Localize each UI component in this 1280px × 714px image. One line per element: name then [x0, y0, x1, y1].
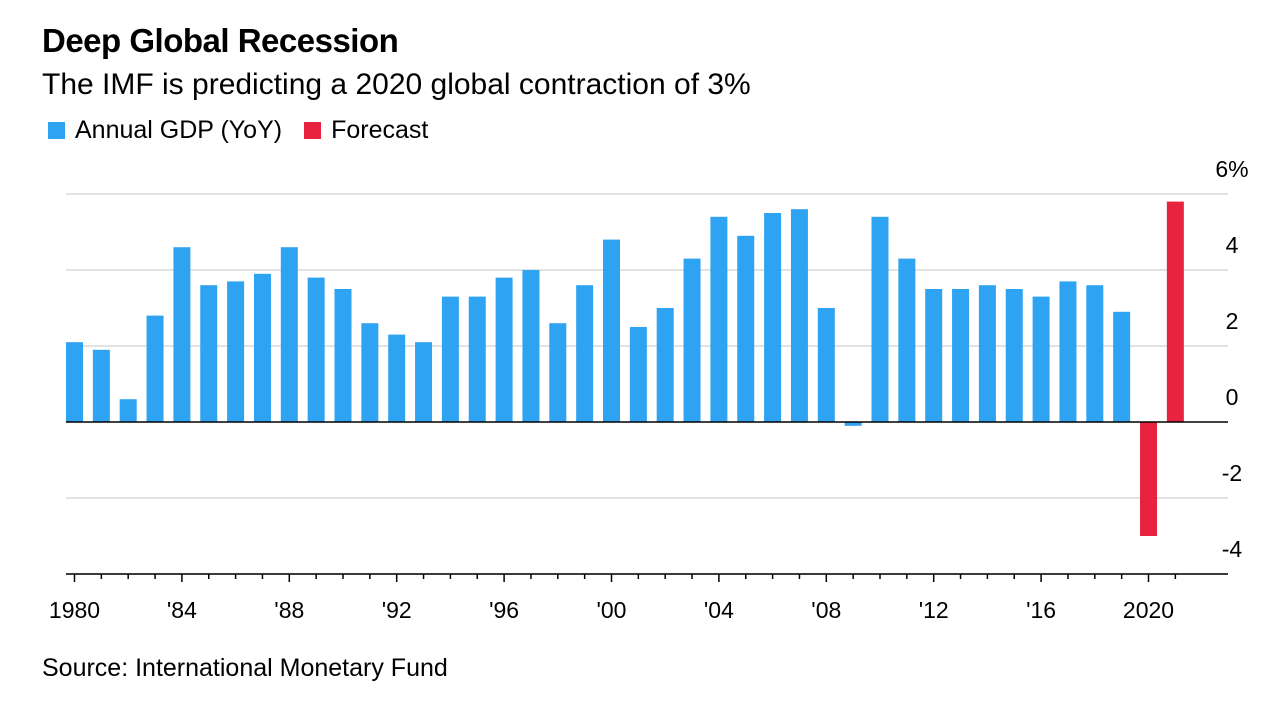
- y-tick-label: 2: [1226, 308, 1239, 334]
- y-tick-label: 4: [1226, 232, 1239, 258]
- bar-annual-gdp: [1113, 311, 1131, 422]
- bar-annual-gdp: [898, 258, 916, 422]
- legend-swatch-annual-gdp: [48, 122, 65, 139]
- x-tick-label: '08: [811, 597, 841, 623]
- legend-item-annual-gdp: Annual GDP (YoY): [48, 116, 282, 145]
- x-tick-label: '16: [1026, 597, 1056, 623]
- bar-forecast: [1140, 422, 1157, 536]
- bar-annual-gdp: [253, 273, 271, 422]
- legend-item-forecast: Forecast: [304, 116, 428, 145]
- bar-annual-gdp: [871, 216, 889, 422]
- bar-annual-gdp: [388, 334, 406, 422]
- bar-annual-gdp: [683, 258, 701, 422]
- legend-swatch-forecast: [304, 122, 322, 139]
- bar-annual-gdp: [1086, 285, 1104, 422]
- bar-annual-gdp: [629, 327, 647, 422]
- bar-annual-gdp: [817, 308, 835, 422]
- x-tick-label: 2020: [1123, 597, 1174, 623]
- x-tick-label: '96: [489, 597, 519, 623]
- bar-annual-gdp: [576, 285, 594, 422]
- bar-annual-gdp: [1005, 289, 1023, 422]
- source-note: Source: International Monetary Fund: [42, 654, 448, 682]
- bar-annual-gdp: [790, 209, 808, 422]
- bar-annual-gdp: [92, 349, 110, 422]
- bar-annual-gdp: [925, 289, 943, 422]
- legend-label-forecast: Forecast: [331, 116, 429, 144]
- chart-subtitle: The IMF is predicting a 2020 global cont…: [42, 68, 751, 101]
- bar-annual-gdp: [415, 342, 433, 422]
- chart-title: Deep Global Recession: [42, 22, 399, 59]
- bar-annual-gdp: [522, 270, 540, 422]
- bar-annual-gdp: [227, 281, 245, 422]
- y-tick-label: -4: [1222, 536, 1243, 562]
- bar-annual-gdp: [844, 422, 862, 426]
- bar-annual-gdp: [361, 323, 379, 422]
- bar-annual-gdp: [280, 247, 298, 422]
- x-tick-label: '88: [274, 597, 304, 623]
- legend: Annual GDP (YoY) Forecast: [48, 116, 450, 145]
- bar-annual-gdp: [334, 289, 352, 422]
- y-tick-label: 0: [1226, 384, 1239, 410]
- bar-annual-gdp: [66, 342, 83, 422]
- bar-annual-gdp: [441, 296, 459, 422]
- x-tick-label: 1980: [49, 597, 100, 623]
- x-tick-label: '12: [919, 597, 949, 623]
- bar-annual-gdp: [710, 216, 728, 422]
- bar-annual-gdp: [1032, 296, 1050, 422]
- bar-annual-gdp: [656, 308, 674, 422]
- y-tick-label: -2: [1222, 460, 1242, 486]
- bar-annual-gdp: [952, 289, 970, 422]
- bar-annual-gdp: [146, 315, 164, 422]
- y-tick-label: 6%: [1215, 156, 1248, 182]
- bar-annual-gdp: [173, 247, 191, 422]
- bar-forecast: [1166, 201, 1184, 422]
- bar-annual-gdp: [200, 285, 218, 422]
- x-tick-label: '00: [597, 597, 627, 623]
- bar-annual-gdp: [495, 277, 513, 422]
- bar-annual-gdp: [737, 235, 755, 422]
- bar-annual-gdp: [549, 323, 567, 422]
- bar-annual-gdp: [119, 399, 137, 422]
- x-tick-label: '84: [167, 597, 197, 623]
- bar-annual-gdp: [603, 239, 620, 422]
- bar-annual-gdp: [1059, 281, 1077, 422]
- x-tick-label: '04: [704, 597, 734, 623]
- bar-annual-gdp: [468, 296, 486, 422]
- bar-annual-gdp: [764, 213, 782, 422]
- legend-label-annual-gdp: Annual GDP (YoY): [75, 116, 283, 144]
- x-tick-label: '92: [382, 597, 412, 623]
- bar-annual-gdp: [307, 277, 325, 422]
- bar-annual-gdp: [978, 285, 996, 422]
